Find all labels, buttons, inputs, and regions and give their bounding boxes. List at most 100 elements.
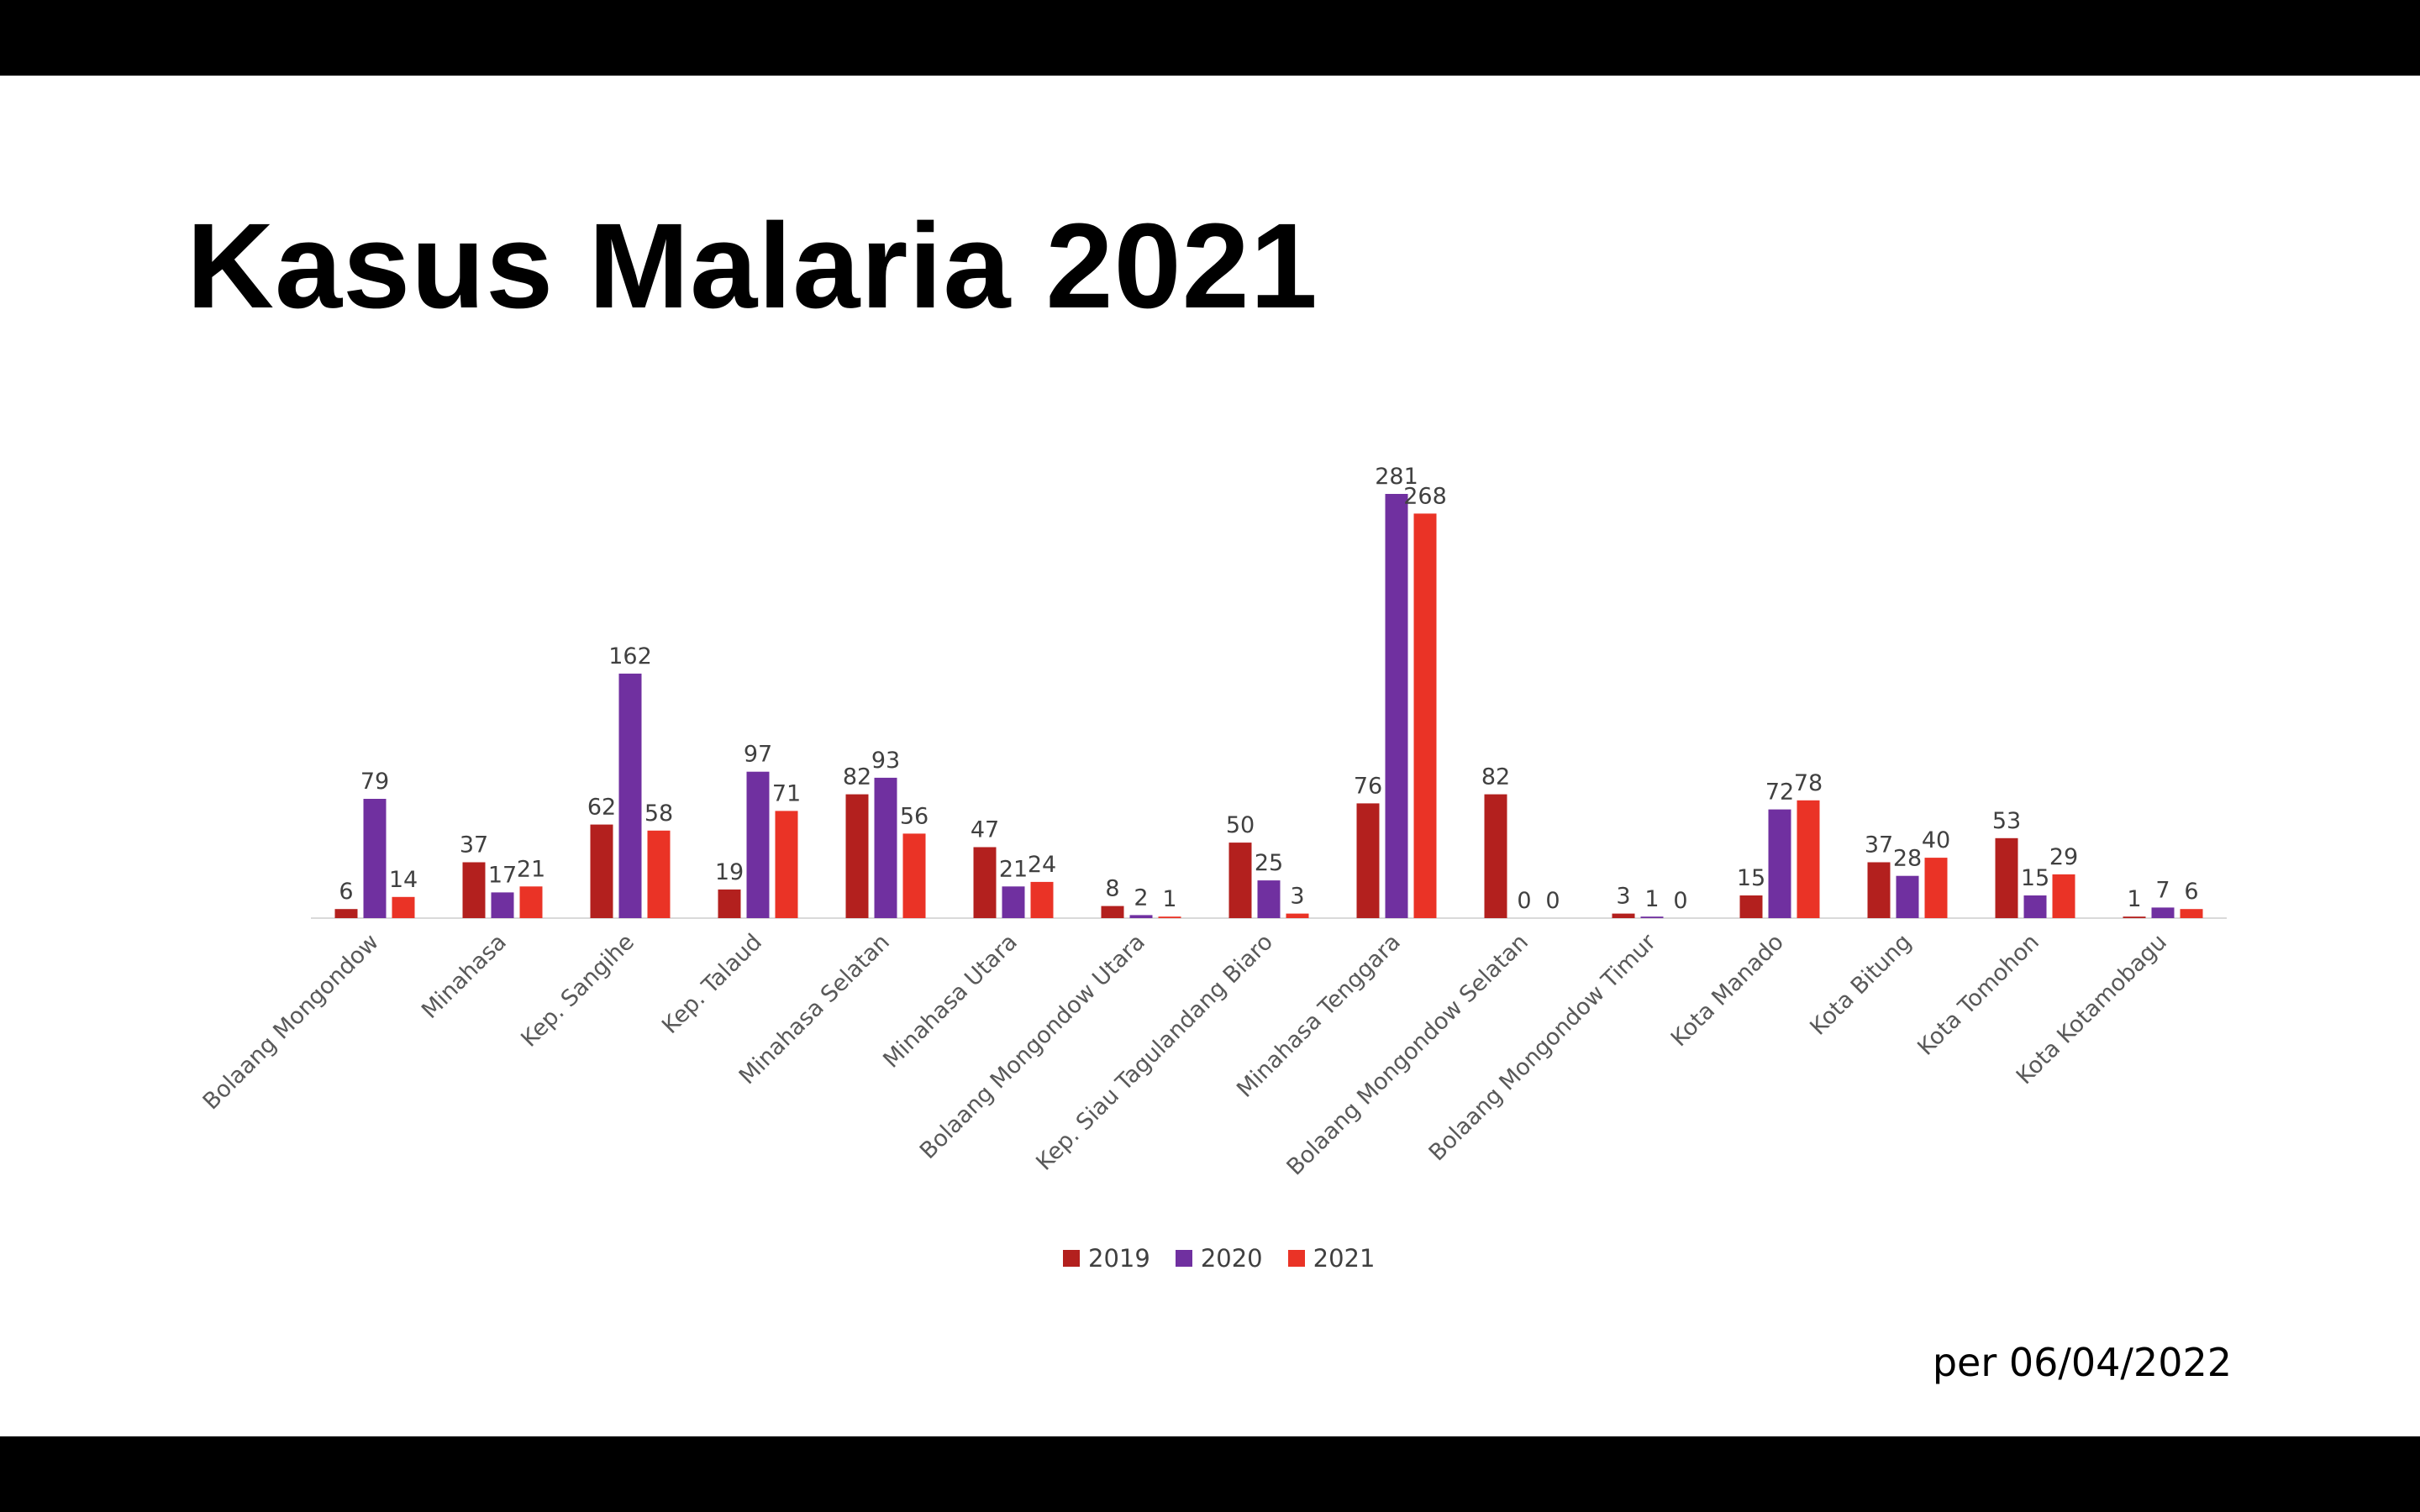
bar-2019-7: [1228, 843, 1252, 918]
data-label-2020-14: 7: [2155, 877, 2170, 903]
legend-swatch-2020: [1175, 1250, 1192, 1267]
data-label-2021-13: 29: [2049, 844, 2078, 870]
data-label-2021-2: 58: [644, 801, 673, 827]
bar-2020-1: [491, 892, 514, 918]
legend-item-2020: 2020: [1175, 1244, 1263, 1273]
data-label-2019-4: 82: [843, 764, 871, 790]
data-label-2020-8: 281: [1375, 464, 1418, 490]
bar-2021-11: [1797, 800, 1820, 918]
legend-item-2019: 2019: [1063, 1244, 1150, 1273]
data-label-2019-14: 1: [2127, 886, 2141, 912]
bar-2020-11: [1768, 809, 1791, 918]
data-label-2020-12: 28: [1893, 846, 1922, 872]
bar-2019-13: [1995, 837, 2018, 918]
data-label-2019-6: 8: [1105, 876, 1119, 902]
bar-2019-3: [718, 889, 741, 918]
data-label-2019-8: 76: [1354, 773, 1382, 799]
data-label-2019-9: 82: [1481, 764, 1510, 790]
data-label-2020-6: 2: [1134, 885, 1148, 911]
legend-swatch-2021: [1287, 1250, 1305, 1267]
bar-2020-4: [874, 777, 897, 918]
legend-label-2019: 2019: [1088, 1244, 1150, 1273]
data-label-2019-12: 37: [1865, 832, 1893, 858]
data-label-2020-1: 17: [488, 862, 517, 888]
bar-2020-0: [363, 799, 387, 918]
bar-2019-11: [1739, 895, 1763, 918]
data-label-2021-5: 24: [1028, 852, 1056, 878]
bar-2020-10: [1640, 916, 1664, 918]
data-label-2021-7: 3: [1290, 884, 1304, 910]
data-label-2021-8: 268: [1403, 483, 1447, 509]
data-label-2021-3: 71: [772, 780, 801, 806]
data-label-2021-4: 56: [900, 803, 929, 829]
legend-label-2020: 2020: [1200, 1244, 1263, 1273]
bar-2020-5: [1002, 886, 1025, 918]
bar-2019-8: [1356, 803, 1380, 918]
category-label-12: Kota Bitung: [1805, 929, 1917, 1041]
bar-2019-1: [462, 862, 486, 918]
category-label-5: Minahasa Utara: [878, 929, 1023, 1074]
bar-2019-12: [1867, 862, 1891, 918]
category-label-2: Kep. Sangihe: [516, 929, 639, 1053]
bar-2021-12: [1924, 858, 1948, 918]
bar-2019-5: [973, 847, 997, 918]
category-label-0: Bolaang Mongondow: [198, 929, 384, 1115]
slide: Kasus Malaria 2021 6 79 14 37 17 21 62 162 58 19 9…: [0, 76, 2420, 1436]
bar-2019-10: [1612, 913, 1635, 918]
data-label-2021-0: 14: [389, 867, 418, 893]
data-label-2021-1: 21: [517, 856, 545, 882]
bar-2020-3: [746, 771, 770, 918]
bar-2020-7: [1257, 880, 1281, 918]
category-labels-group: Bolaang Mongondow Minahasa Kep. Sangihe Kep…: [198, 928, 2172, 1180]
data-label-2020-3: 97: [744, 742, 772, 768]
bars-group: [334, 494, 2203, 918]
bar-2019-4: [845, 794, 869, 918]
bar-2019-14: [2123, 916, 2146, 918]
data-label-2020-11: 72: [1765, 780, 1794, 806]
data-label-2019-7: 50: [1226, 812, 1255, 838]
legend-swatch-2019: [1063, 1250, 1080, 1267]
category-label-3: Kep. Talaud: [657, 929, 767, 1039]
bar-2019-0: [334, 909, 358, 918]
bar-2021-13: [2052, 874, 2075, 918]
data-label-2019-10: 3: [1616, 884, 1630, 910]
category-label-7: Kep. Siau Tagulandang Biaro: [1031, 929, 1278, 1176]
data-label-2020-4: 93: [871, 748, 900, 774]
category-label-1: Minahasa: [417, 929, 512, 1024]
chart-legend: 2019 2020 2021: [1063, 1244, 1375, 1273]
bar-2020-8: [1385, 494, 1408, 918]
data-label-2020-13: 15: [2021, 865, 2049, 891]
data-label-2019-5: 47: [971, 817, 999, 843]
data-label-2021-12: 40: [1922, 827, 1950, 853]
bar-2019-9: [1484, 794, 1507, 918]
bar-2021-8: [1413, 513, 1437, 918]
category-label-11: Kota Manado: [1666, 929, 1789, 1052]
bar-2021-6: [1158, 916, 1181, 918]
bar-2020-12: [1896, 875, 1919, 918]
bar-2020-6: [1129, 915, 1153, 918]
bar-2020-14: [2151, 907, 2175, 918]
bar-2021-4: [902, 833, 926, 918]
bar-2021-0: [392, 896, 415, 918]
data-label-2019-3: 19: [715, 859, 744, 885]
slide-title: Kasus Malaria 2021: [187, 198, 1318, 333]
legend-item-2021: 2021: [1287, 1244, 1376, 1273]
date-footnote: per 06/04/2022: [1932, 1340, 2232, 1385]
bar-2020-13: [2023, 895, 2047, 918]
data-label-2019-2: 62: [587, 795, 616, 821]
bar-2019-6: [1101, 906, 1124, 918]
bar-2020-2: [618, 673, 642, 918]
bar-2021-1: [519, 886, 543, 918]
legend-label-2021: 2021: [1313, 1244, 1376, 1273]
data-label-2019-0: 6: [339, 879, 353, 905]
data-label-2020-2: 162: [608, 643, 652, 669]
bar-2021-7: [1286, 913, 1309, 918]
data-label-2019-1: 37: [460, 832, 488, 858]
data-label-2021-9: 0: [1545, 888, 1560, 914]
data-label-2020-0: 79: [360, 769, 389, 795]
data-label-2021-6: 1: [1162, 886, 1176, 912]
data-label-2020-9: 0: [1517, 888, 1531, 914]
bar-2021-14: [2180, 909, 2203, 918]
